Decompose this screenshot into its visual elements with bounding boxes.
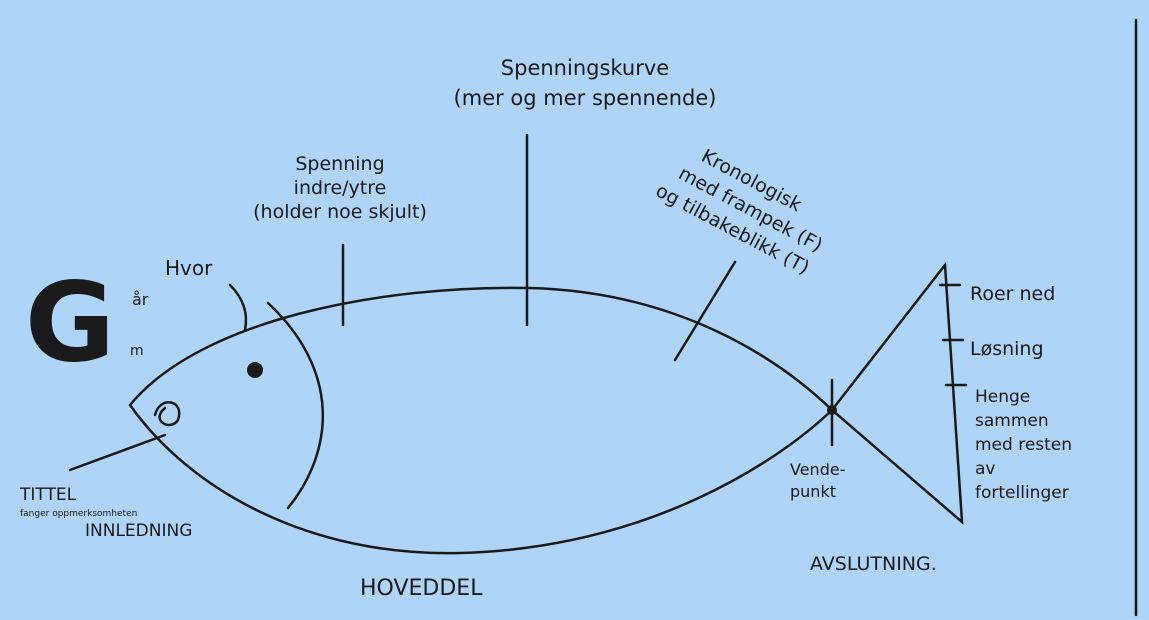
label-line: fortellinger (975, 483, 1069, 503)
label-line: fanger oppmerksomheten (20, 509, 137, 519)
label-line: Spenning (295, 153, 384, 175)
label: INNLEDNING (85, 521, 192, 541)
label-line: Løsning (970, 338, 1044, 360)
label: AVSLUTNING. (810, 553, 937, 575)
label-line: Vende- (790, 460, 845, 479)
label-line: indre/ytre (294, 177, 387, 199)
label-line: Henge (975, 387, 1030, 407)
label-line: HOVEDDEL (360, 576, 483, 601)
fish-eye (247, 362, 263, 378)
label-line: INNLEDNING (85, 521, 192, 541)
label-line: m (130, 343, 144, 359)
label-line: AVSLUTNING. (810, 553, 937, 575)
label-line: punkt (790, 482, 836, 501)
label-line: Roer ned (970, 283, 1055, 305)
logo: G (25, 258, 115, 386)
label: fanger oppmerksomheten (20, 509, 137, 519)
label: m (130, 343, 144, 359)
label: HOVEDDEL (360, 576, 483, 601)
turning-point (827, 405, 837, 415)
label-line: sammen (975, 411, 1049, 431)
label-line: med resten (975, 435, 1072, 455)
label-line: Hvor (165, 256, 213, 280)
label: TITTEL (19, 485, 77, 505)
label-line: Spenningskurve (501, 56, 669, 80)
fish-diagram: G Spenningskurve (mer og mer spennende) Sp… (0, 0, 1149, 620)
label: Roer ned (970, 283, 1055, 305)
label-line: (mer og mer spennende) (454, 86, 717, 110)
label-line: år (132, 290, 149, 309)
label: Hvor (165, 256, 213, 280)
label-line: av (975, 459, 995, 479)
label-line: (holder noe skjult) (253, 201, 427, 223)
label-line: TITTEL (19, 485, 77, 505)
label: år (132, 290, 149, 309)
label: Løsning (970, 338, 1044, 360)
